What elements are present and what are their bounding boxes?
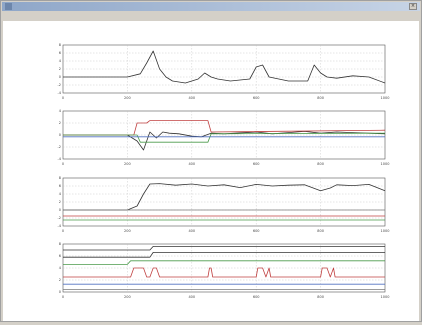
x-tick-label-4-4: 800 (317, 295, 324, 299)
x-tick-label-4-0: 0 (62, 295, 64, 299)
y-tick-label-2-2: 0 (59, 133, 61, 137)
x-tick-label-2-0: 0 (62, 162, 64, 166)
x-tick-label-3-5: 1000 (381, 229, 390, 233)
x-tick-label-3-3: 600 (253, 229, 260, 233)
x-tick-label-2-2: 400 (188, 162, 195, 166)
series-line-4-1 (63, 245, 385, 251)
y-tick-label-1-6: 8 (59, 43, 61, 47)
x-tick-label-1-2: 400 (188, 96, 195, 100)
series-line-2-2 (63, 120, 386, 136)
y-tick-label-2-4: 4 (59, 109, 62, 113)
title-bar[interactable]: × (2, 2, 420, 11)
y-tick-label-3-5: 6 (59, 184, 61, 188)
series-line-1-1 (63, 50, 386, 84)
app-icon (5, 3, 12, 10)
y-tick-label-4-2: 4 (59, 266, 62, 270)
series-line-2-1 (63, 131, 386, 151)
y-tick-label-3-4: 4 (59, 192, 62, 196)
x-tick-label-3-0: 0 (62, 229, 64, 233)
series-line-3-1 (63, 183, 386, 211)
y-tick-label-1-4: 4 (59, 59, 62, 63)
y-tick-label-2-3: 2 (59, 121, 61, 125)
x-tick-label-1-5: 1000 (381, 96, 390, 100)
y-tick-label-4-0: 0 (59, 290, 61, 294)
x-tick-label-1-0: 0 (62, 96, 64, 100)
x-tick-label-1-1: 200 (124, 96, 131, 100)
y-tick-label-4-4: 8 (59, 242, 61, 246)
y-tick-label-2-0: -4 (58, 157, 62, 161)
y-tick-label-3-2: 0 (59, 208, 61, 212)
y-tick-label-4-1: 2 (59, 278, 61, 282)
y-tick-label-3-6: 8 (59, 176, 61, 180)
x-tick-label-3-1: 200 (124, 229, 131, 233)
y-tick-label-3-0: -4 (58, 224, 62, 228)
y-tick-label-1-2: 0 (59, 75, 61, 79)
x-tick-label-3-4: 800 (317, 229, 324, 233)
figure-canvas: 0 200 400 600 800 1000 -4 -2 0 2 4 6 8 0 200 400 600 800 1… (3, 21, 419, 321)
x-tick-label-2-3: 600 (253, 162, 260, 166)
series-line-4-4 (63, 267, 385, 278)
y-tick-label-1-0: -4 (58, 91, 62, 95)
x-tick-label-4-3: 600 (253, 295, 260, 299)
menu-bar (2, 12, 420, 20)
y-tick-label-2-1: -2 (58, 145, 62, 149)
x-tick-label-1-4: 800 (317, 96, 324, 100)
x-tick-label-4-5: 1000 (381, 295, 390, 299)
y-tick-label-3-1: -2 (58, 216, 62, 220)
series-line-4-3 (63, 260, 385, 265)
x-tick-label-2-1: 200 (124, 162, 131, 166)
x-tick-label-4-1: 200 (124, 295, 131, 299)
x-tick-label-4-2: 400 (188, 295, 195, 299)
y-tick-label-4-3: 6 (59, 254, 61, 258)
y-tick-label-1-1: -2 (58, 83, 62, 87)
series-line-2-3 (63, 132, 386, 143)
close-button[interactable]: × (409, 3, 417, 10)
x-tick-label-2-4: 800 (317, 162, 324, 166)
series-line-4-2 (63, 251, 385, 258)
x-tick-label-2-5: 1000 (381, 162, 390, 166)
y-tick-label-1-5: 6 (59, 51, 61, 55)
x-tick-label-3-2: 400 (188, 229, 195, 233)
x-tick-label-1-3: 600 (253, 96, 260, 100)
y-tick-label-1-3: 2 (59, 67, 61, 71)
y-tick-label-3-3: 2 (59, 200, 61, 204)
